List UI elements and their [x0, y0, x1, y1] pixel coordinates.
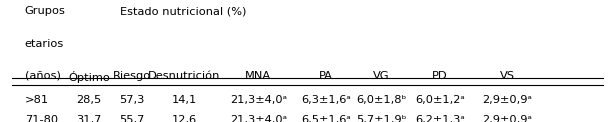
- Text: 21,3±4,0ᵃ: 21,3±4,0ᵃ: [230, 115, 287, 122]
- Text: 71-80: 71-80: [25, 115, 58, 122]
- Text: PD: PD: [432, 71, 448, 81]
- Text: Riesgo: Riesgo: [113, 71, 151, 81]
- Text: Desnutrición: Desnutrición: [148, 71, 221, 81]
- Text: 6,2±1,3ᵃ: 6,2±1,3ᵃ: [415, 115, 464, 122]
- Text: (años): (años): [25, 71, 60, 81]
- Text: 57,3: 57,3: [119, 95, 145, 105]
- Text: Estado nutricional (%): Estado nutricional (%): [120, 6, 246, 16]
- Text: 6,0±1,8ᵇ: 6,0±1,8ᵇ: [356, 95, 407, 105]
- Text: 6,5±1,6ᵃ: 6,5±1,6ᵃ: [301, 115, 351, 122]
- Text: VG: VG: [373, 71, 389, 81]
- Text: 21,3±4,0ᵃ: 21,3±4,0ᵃ: [230, 95, 287, 105]
- Text: 6,0±1,2ᵃ: 6,0±1,2ᵃ: [415, 95, 464, 105]
- Text: >81: >81: [25, 95, 49, 105]
- Text: 31,7: 31,7: [76, 115, 102, 122]
- Text: 14,1: 14,1: [172, 95, 197, 105]
- Text: 55,7: 55,7: [119, 115, 145, 122]
- Text: 5,7±1,9ᵇ: 5,7±1,9ᵇ: [356, 115, 407, 122]
- Text: Grupos: Grupos: [25, 6, 65, 16]
- Text: 28,5: 28,5: [76, 95, 102, 105]
- Text: 12,6: 12,6: [172, 115, 197, 122]
- Text: 2,9±0,9ᵃ: 2,9±0,9ᵃ: [482, 95, 533, 105]
- Text: VS: VS: [500, 71, 515, 81]
- Text: PA: PA: [319, 71, 333, 81]
- Text: 2,9±0,9ᵃ: 2,9±0,9ᵃ: [482, 115, 533, 122]
- Text: Óptimo: Óptimo: [68, 71, 110, 83]
- Text: etarios: etarios: [25, 39, 64, 49]
- Text: MNA: MNA: [245, 71, 271, 81]
- Text: 6,3±1,6ᵃ: 6,3±1,6ᵃ: [301, 95, 351, 105]
